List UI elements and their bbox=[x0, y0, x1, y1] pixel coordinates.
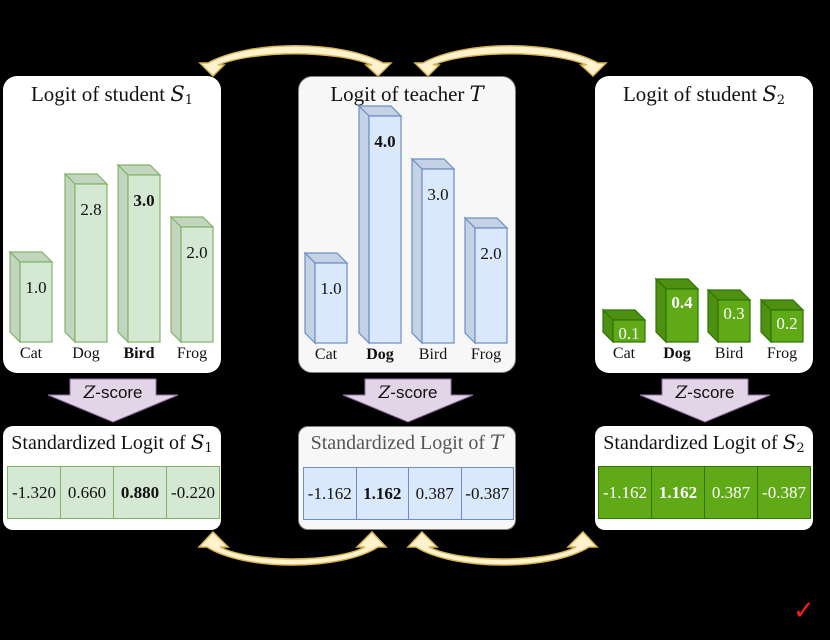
bar-dog: 0.4 bbox=[654, 277, 700, 344]
bar-frog: 2.0 bbox=[169, 215, 215, 344]
bar-cat: 1.0 bbox=[303, 251, 349, 345]
bar-label-bird: Bird bbox=[714, 345, 744, 362]
bar-bird: 0.3 bbox=[706, 288, 752, 344]
bar-frog: 2.0 bbox=[463, 216, 509, 345]
title-text: Logit of teacher bbox=[330, 82, 470, 106]
bottom-bidirectional-arrows bbox=[197, 530, 599, 566]
bar-label-frog: Frog bbox=[766, 345, 798, 362]
standardized-cell: -0.387 bbox=[757, 467, 810, 518]
bar-value: 3.0 bbox=[133, 191, 155, 210]
bar-label-bird: Bird bbox=[123, 345, 155, 362]
arrow-teacher-s2-bottom bbox=[406, 530, 599, 566]
bar-label-bird: Bird bbox=[418, 346, 448, 363]
zscore-label: Z-score bbox=[378, 383, 438, 403]
panel-teacher-standardized: Standardized Logit of T -1.162 1.162 0.387… bbox=[298, 426, 516, 530]
bar-label-cat: Cat bbox=[314, 346, 338, 363]
bar-label-cat: Cat bbox=[612, 345, 636, 362]
student-symbol: S2 bbox=[762, 82, 786, 108]
bar-dog: 2.8 bbox=[63, 172, 109, 344]
bar-value: 4.0 bbox=[374, 132, 396, 151]
title-text: Logit of student bbox=[622, 82, 763, 106]
standardized-title: Standardized Logit of S1 bbox=[11, 430, 213, 456]
bar-value: 3.0 bbox=[427, 185, 449, 204]
standardized-cell: 0.387 bbox=[408, 468, 461, 519]
zscore-arrow-s1: Z-score bbox=[28, 378, 198, 424]
standardized-table: -1.320 0.660 0.880 -0.220 bbox=[7, 466, 220, 519]
standardized-cell: 0.387 bbox=[704, 467, 757, 518]
standardized-cell: 1.162 bbox=[651, 467, 704, 518]
panel-student1-standardized: Standardized Logit of S1 -1.320 0.660 0.88… bbox=[3, 426, 221, 530]
standardized-title: Standardized Logit of T bbox=[310, 430, 504, 454]
standardized-cell: -1.320 bbox=[12, 482, 56, 502]
standardized-cell: -0.387 bbox=[460, 468, 514, 519]
panel-student2-standardized: Standardized Logit of S2 -1.162 1.162 0.38… bbox=[595, 426, 813, 530]
bar-bird: 3.0 bbox=[410, 157, 456, 345]
standardized-table: -1.162 1.162 0.387 -0.387 bbox=[303, 467, 514, 520]
bar-value: 2.0 bbox=[480, 244, 502, 263]
bar-label-cat: Cat bbox=[19, 345, 43, 362]
bar-value: 0.4 bbox=[671, 293, 693, 312]
checkmark-icon: ✓ bbox=[793, 596, 815, 626]
bar-value: 1.0 bbox=[25, 278, 47, 297]
standardized-cell: 0.880 bbox=[113, 467, 166, 518]
panel-student1-logits: Logit of student S1 1.0 Cat 2.8 Dog 3.0 Bir… bbox=[3, 76, 221, 373]
bar-cat: 1.0 bbox=[8, 250, 54, 344]
bar-value: 1.0 bbox=[320, 279, 342, 298]
panel-student2-logits: Logit of student S2 0.1 Cat 0.4 Dog 0.3 Bir… bbox=[595, 76, 813, 373]
bar-label-frog: Frog bbox=[176, 345, 208, 362]
bar-frog: 0.2 bbox=[759, 298, 805, 344]
student-symbol: S1 bbox=[170, 82, 194, 108]
arrow-teacher-s2-top bbox=[413, 45, 608, 78]
teacher-symbol: T bbox=[469, 82, 484, 106]
bar-bird: 3.0 bbox=[116, 163, 162, 344]
standardized-title: Standardized Logit of S2 bbox=[603, 430, 805, 456]
bar-value: 0.2 bbox=[776, 314, 798, 333]
zscore-label: Z-score bbox=[83, 383, 143, 403]
standardized-cell: -1.162 bbox=[603, 482, 647, 502]
zscore-label: Z-score bbox=[675, 383, 735, 403]
arrow-s1-teacher-bottom bbox=[197, 530, 388, 566]
bar-dog: 4.0 bbox=[357, 104, 403, 345]
standardized-cell: 1.162 bbox=[355, 468, 409, 519]
bar-cat: 0.1 bbox=[601, 308, 647, 344]
panel-title: Logit of student S2 bbox=[595, 82, 813, 108]
bar-label-frog: Frog bbox=[470, 346, 502, 363]
bar-label-dog: Dog bbox=[366, 346, 394, 363]
panel-title: Logit of student S1 bbox=[3, 82, 221, 108]
standardized-cell: -1.162 bbox=[307, 483, 352, 503]
standardized-cell: -0.220 bbox=[166, 467, 219, 518]
standardized-cell: 0.660 bbox=[60, 467, 113, 518]
panel-title: Logit of teacher T bbox=[299, 82, 515, 107]
bar-value: 2.0 bbox=[186, 243, 208, 262]
zscore-arrow-teacher: Z-score bbox=[323, 378, 493, 424]
bar-label-dog: Dog bbox=[72, 345, 100, 362]
arrow-s1-teacher-top bbox=[198, 45, 393, 78]
title-text: Logit of student bbox=[30, 82, 171, 106]
zscore-arrow-s2: Z-score bbox=[620, 378, 790, 424]
bar-label-dog: Dog bbox=[663, 345, 691, 362]
bar-value: 2.8 bbox=[80, 200, 102, 219]
bar-value: 0.3 bbox=[723, 304, 745, 323]
bar-value: 0.1 bbox=[618, 324, 640, 343]
panel-teacher-logits: Logit of teacher T 1.0 Cat 4.0 Dog 3.0 Bird bbox=[298, 76, 516, 373]
top-bidirectional-arrows bbox=[198, 45, 608, 78]
standardized-table: -1.162 1.162 0.387 -0.387 bbox=[598, 466, 811, 519]
